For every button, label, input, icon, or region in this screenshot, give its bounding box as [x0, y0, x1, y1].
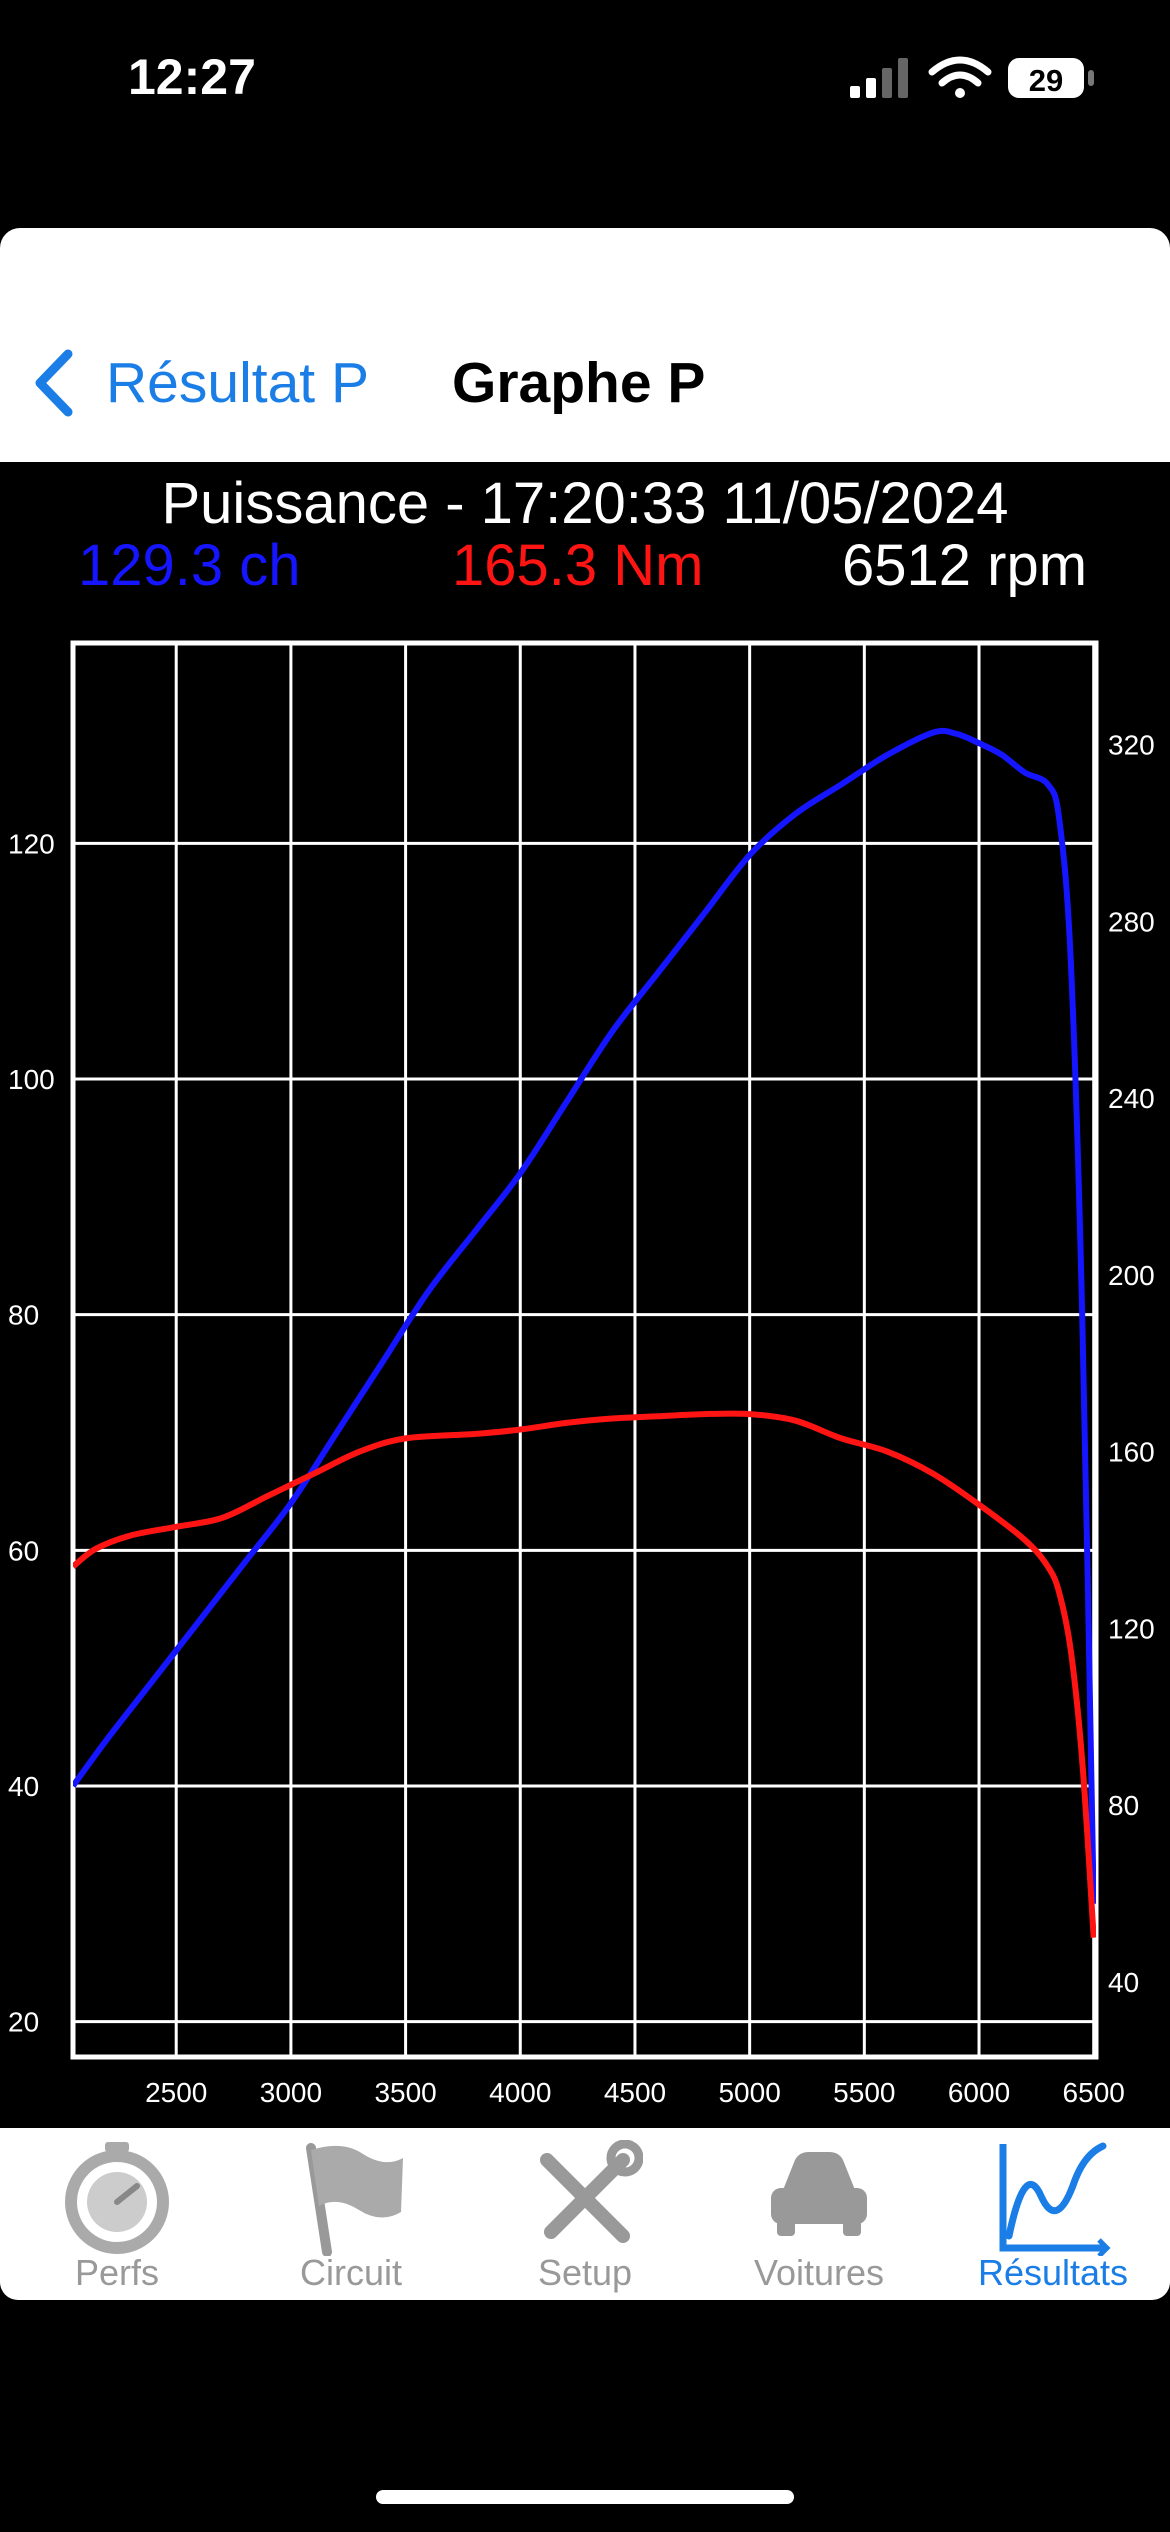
y-right-tick-label: 40	[1108, 1967, 1139, 1998]
x-tick-label: 4500	[604, 2077, 666, 2108]
wifi-icon	[928, 56, 992, 98]
y-right-tick-label: 240	[1108, 1083, 1155, 1114]
y-left-tick-label: 20	[8, 2007, 39, 2038]
rpm-readout: 6512 rpm	[842, 533, 1088, 598]
y-right-tick-label: 320	[1108, 730, 1155, 761]
power-torque-chart: 2500 3000 3500 4000 4500 5000 5500 6000 6500 20 40…	[8, 640, 1155, 2108]
stopwatch-icon	[65, 2142, 169, 2254]
y-right-tick-label: 80	[1108, 1790, 1139, 1821]
chart-title: Puissance - 17:20:33 11/05/2024	[161, 471, 1009, 536]
navigation-bar: Résultat P Graphe P	[0, 228, 1170, 462]
x-tick-label: 5500	[833, 2077, 895, 2108]
x-tick-label: 3000	[260, 2077, 322, 2108]
battery-icon: 29	[1008, 58, 1094, 98]
y-right-tick-label: 280	[1108, 906, 1155, 937]
cellular-signal-icon	[850, 58, 908, 98]
tab-perfs[interactable]: Perfs	[0, 2128, 234, 2300]
plot-frame	[70, 640, 1099, 2060]
tab-bar: Perfs Circuit Setup Voitures Résulta	[0, 2128, 1170, 2300]
x-tick-label: 5000	[718, 2077, 780, 2108]
tab-label: Perfs	[74, 2252, 160, 2293]
car-icon	[771, 2152, 867, 2236]
status-time: 12:27	[128, 49, 256, 105]
y-left-tick-label: 60	[8, 1535, 39, 1566]
tab-label: Résultats	[977, 2252, 1129, 2293]
y-left-tick-label: 80	[8, 1300, 39, 1331]
page-title: Graphe P	[452, 351, 706, 415]
tab-label: Voitures	[753, 2252, 885, 2293]
tab-resultats[interactable]: Résultats	[936, 2128, 1170, 2300]
tab-voitures[interactable]: Voitures	[702, 2128, 936, 2300]
x-tick-label: 3500	[374, 2077, 436, 2108]
tab-setup[interactable]: Setup	[468, 2128, 702, 2300]
status-icons: 29	[850, 56, 1094, 98]
y-left-tick-label: 40	[8, 1771, 39, 1802]
torque-readout: 165.3 Nm	[452, 533, 704, 598]
battery-level: 29	[1029, 63, 1063, 98]
y-right-tick-label: 200	[1108, 1260, 1155, 1291]
torque-series-line	[73, 1410, 1096, 1938]
power-series-line	[73, 727, 1096, 1904]
back-button[interactable]: Résultat P	[106, 351, 369, 415]
tab-label: Circuit	[299, 2252, 402, 2293]
power-readout: 129.3 ch	[78, 533, 301, 598]
tab-label: Setup	[537, 2252, 633, 2293]
tab-circuit[interactable]: Circuit	[234, 2128, 468, 2300]
x-tick-label: 4000	[489, 2077, 551, 2108]
back-chevron-icon[interactable]	[28, 348, 78, 418]
x-tick-label: 6000	[948, 2077, 1010, 2108]
flag-icon	[306, 2143, 403, 2256]
home-indicator	[376, 2490, 794, 2504]
x-tick-label: 2500	[145, 2077, 207, 2108]
y-right-tick-label: 120	[1108, 1613, 1155, 1644]
status-bar: 12:27 29	[0, 0, 1170, 150]
x-tick-label: 6500	[1063, 2077, 1125, 2108]
y-left-tick-label: 100	[8, 1064, 55, 1095]
y-left-tick-label: 120	[8, 828, 55, 859]
chart-line-icon	[999, 2142, 1111, 2256]
tools-icon	[540, 2140, 643, 2243]
y-right-tick-label: 160	[1108, 1437, 1155, 1468]
